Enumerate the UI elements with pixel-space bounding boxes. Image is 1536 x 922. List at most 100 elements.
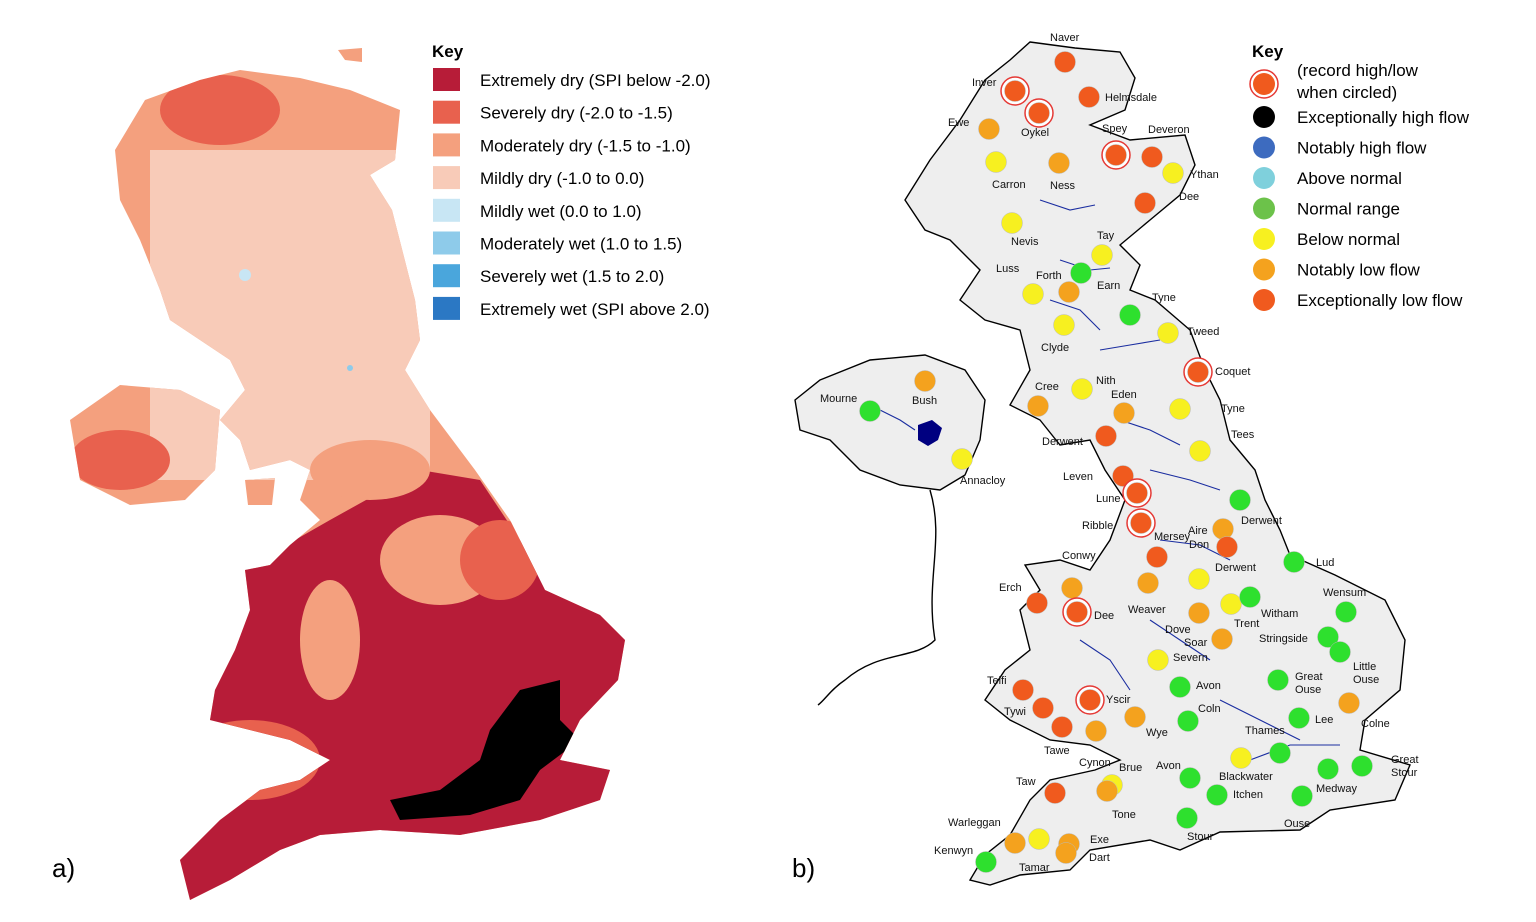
spi-legend-label: Mildly wet (0.0 to 1.0) (480, 202, 642, 221)
station-marker (1130, 512, 1152, 534)
station-marker (1141, 146, 1163, 168)
spi-legend-swatch (433, 296, 460, 320)
moderately-wet-spot (347, 365, 353, 371)
station-marker (1211, 628, 1233, 650)
river-station-annacloy: Annacloy (951, 448, 1006, 487)
station-label: Annacloy (960, 475, 1006, 487)
station-marker (1147, 649, 1169, 671)
river-station-medway: Medway (1316, 758, 1357, 795)
river-station-dee: Dee (1062, 597, 1114, 627)
station-marker (1329, 641, 1351, 663)
river-station-teifi: Teifi (987, 675, 1034, 701)
station-label: Spey (1102, 123, 1128, 135)
river-station-lee: Lee (1288, 707, 1333, 729)
flow-legend-marker (1253, 258, 1275, 281)
moderately-dry-patch-north (310, 440, 430, 500)
station-marker (1026, 592, 1048, 614)
river-station-inver: Inver (972, 76, 1030, 106)
station-label: Ness (1050, 180, 1076, 192)
station-marker (1146, 546, 1168, 568)
station-label: Nith (1096, 375, 1116, 387)
flow-legend-label: Exceptionally low flow (1297, 291, 1463, 310)
spi-legend-swatch (433, 231, 460, 255)
station-label: Soar (1184, 637, 1208, 649)
river-station-stour: Stour (1176, 807, 1214, 843)
station-label: Inver (972, 77, 997, 89)
station-label: Forth (1036, 270, 1062, 282)
station-marker (1216, 536, 1238, 558)
river-station-blackwater: Blackwater (1219, 747, 1273, 783)
river-station-erch: Erch (999, 582, 1048, 614)
spi-legend: Key Extremely dry (SPI below -2.0) Severe… (432, 42, 711, 320)
station-marker (1124, 706, 1146, 728)
station-label: Severn (1173, 652, 1208, 664)
station-marker (1351, 755, 1373, 777)
river-station-tyne: Tyne (1119, 292, 1176, 326)
river-station-tweed: Tweed (1157, 322, 1219, 344)
station-marker (1044, 782, 1066, 804)
station-label: Nevis (1011, 236, 1039, 248)
station-label: Erch (999, 582, 1022, 594)
river-station-conwy: Conwy (1061, 550, 1096, 599)
flow-legend-marker (1253, 73, 1275, 95)
station-label: Tay (1097, 230, 1115, 242)
river-station-derwent: Derwent (1042, 425, 1117, 448)
ni-outline (794, 354, 986, 491)
station-label: Ouse (1284, 818, 1310, 830)
river-station-coln: Coln (1177, 703, 1221, 732)
flow-legend-marker (1253, 197, 1275, 220)
station-label: Dove (1165, 624, 1191, 636)
station-marker (1157, 322, 1179, 344)
station-label: Blackwater (1219, 771, 1273, 783)
flow-legend-label: Above normal (1297, 169, 1402, 188)
river-station-kenwyn: Kenwyn (934, 845, 997, 873)
river-station-tamar: Tamar (1019, 828, 1050, 874)
river-flow-map-panel: b) Naver Inver Helmsdale Oykel Ewe Spey Devero… (792, 32, 1470, 886)
station-label: Great (1391, 754, 1419, 766)
station-label: Tees (1231, 429, 1255, 441)
station-label: Teifi (987, 675, 1007, 687)
station-label: Lee (1315, 714, 1333, 726)
station-marker (1126, 482, 1148, 504)
station-label: Deveron (1148, 124, 1190, 136)
exceptional-dry-zone (390, 680, 580, 820)
station-marker (1335, 601, 1357, 623)
station-label: Carron (992, 179, 1026, 191)
station-marker (1105, 144, 1127, 166)
station-marker (1113, 402, 1135, 424)
river-station-leven: Leven (1063, 465, 1134, 487)
river-station-lune: Lune (1096, 478, 1152, 508)
flow-legend: Key (record high/low when circled) Excepti… (1249, 42, 1470, 311)
station-marker (1096, 780, 1118, 802)
river-station-itchen: Itchen (1206, 784, 1263, 806)
station-label: Stour (1187, 831, 1214, 843)
spi-legend-swatch (433, 198, 460, 222)
station-marker (1004, 80, 1026, 102)
station-label: Derwent (1241, 515, 1282, 527)
river-stations: Naver Inver Helmsdale Oykel Ewe Spey Deveron Ca… (820, 32, 1419, 874)
station-marker (1188, 602, 1210, 624)
river-station-avon: Avon (1156, 760, 1201, 789)
station-label: Leven (1063, 471, 1093, 483)
river-station-dart: Dart (1055, 842, 1110, 864)
station-label: Coquet (1215, 366, 1250, 378)
flow-legend-label: Notably low flow (1297, 261, 1421, 280)
river-station-dee: Dee (1134, 191, 1199, 214)
spi-map-panel: a) Key Extremely dry (SPI below -2.0) Sev… (52, 42, 711, 900)
spi-legend-title: Key (432, 42, 464, 61)
station-marker (1239, 586, 1261, 608)
river-station-nevis: Nevis (1001, 212, 1039, 248)
flow-legend-marker (1253, 167, 1275, 189)
station-label: Ribble (1082, 520, 1113, 532)
flow-legend-marker (1253, 136, 1275, 159)
river-station-helmsdale: Helmsdale (1078, 86, 1157, 108)
station-marker (1004, 832, 1026, 854)
station-marker (1288, 707, 1310, 729)
river-station-deveron: Deveron (1141, 124, 1190, 168)
station-label: Weaver (1128, 604, 1166, 616)
river-station-derwent: Derwent (1188, 562, 1256, 590)
station-label: Tamar (1019, 862, 1050, 874)
station-marker (1220, 593, 1242, 615)
station-marker (1317, 626, 1339, 648)
